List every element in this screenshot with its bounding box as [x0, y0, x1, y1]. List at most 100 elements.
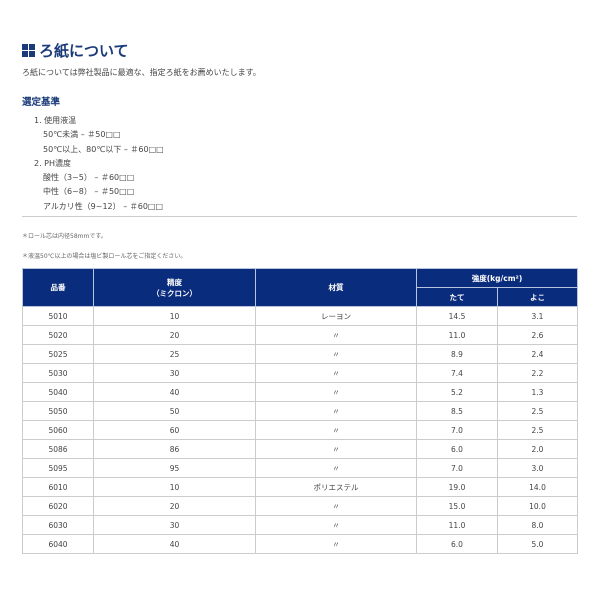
grid-bullet-icon: [22, 44, 35, 57]
cell-vertical: 11.0: [416, 325, 498, 345]
cell-horizontal: 3.1: [497, 306, 578, 326]
cell-precision: 20: [93, 496, 256, 516]
cell-vertical: 15.0: [416, 496, 498, 516]
criteria-head: 1. 使用液温: [34, 116, 77, 125]
cell-material: 〃: [255, 439, 417, 459]
cell-part: 5010: [22, 306, 94, 326]
cell-material: 〃: [255, 363, 417, 383]
cell-precision: 20: [93, 325, 256, 345]
cell-precision: 10: [93, 306, 256, 326]
cell-precision: 40: [93, 534, 256, 554]
cell-part: 6020: [22, 496, 94, 516]
criteria-head: 2. PH濃度: [34, 158, 72, 168]
cell-vertical: 7.0: [416, 458, 498, 478]
cell-material: 〃: [255, 344, 417, 364]
cell-horizontal: 2.5: [497, 401, 578, 421]
header-horizontal: よこ: [497, 287, 578, 307]
header-precision: 精度 （ミクロン）: [93, 268, 256, 307]
cell-part: 6040: [22, 534, 94, 554]
cell-material: レーヨン: [255, 306, 417, 326]
cell-horizontal: 2.4: [497, 344, 578, 364]
cell-vertical: 11.0: [416, 515, 498, 535]
table-row: 6040 40 〃 6.0 5.0: [22, 534, 578, 554]
cell-precision: 95: [93, 458, 256, 478]
cell-precision: 10: [93, 477, 256, 497]
cell-vertical: 7.4: [416, 363, 498, 383]
cell-vertical: 8.9: [416, 344, 498, 364]
cell-vertical: 8.5: [416, 401, 498, 421]
table-row: 5020 20 〃 11.0 2.6: [22, 325, 578, 345]
header-precision-unit: （ミクロン）: [152, 288, 197, 298]
table-row: 5086 86 〃 6.0 2.0: [22, 439, 578, 459]
criteria-item: 50℃以上、80℃以下 – ＃60□□: [43, 144, 164, 154]
cell-material: 〃: [255, 534, 417, 554]
criteria-item: 50℃未満 – ＃50□□: [43, 130, 121, 140]
cell-material: 〃: [255, 401, 417, 421]
cell-precision: 30: [93, 515, 256, 535]
cell-material: 〃: [255, 496, 417, 516]
cell-vertical: 19.0: [416, 477, 498, 497]
cell-material: 〃: [255, 458, 417, 478]
cell-horizontal: 1.3: [497, 382, 578, 402]
cell-part: 5040: [22, 382, 94, 402]
cell-horizontal: 5.0: [497, 534, 578, 554]
cell-precision: 60: [93, 420, 256, 440]
cell-vertical: 14.5: [416, 306, 498, 326]
cell-horizontal: 2.6: [497, 325, 578, 345]
header-material: 材質: [255, 268, 417, 307]
cell-material: 〃: [255, 382, 417, 402]
cell-part: 5050: [22, 401, 94, 421]
section-heading: 選定基準: [22, 97, 61, 108]
header-vertical: たて: [416, 287, 498, 307]
cell-horizontal: 8.0: [497, 515, 578, 535]
cell-part: 5095: [22, 458, 94, 478]
table-row: 6010 10 ポリエステル 19.0 14.0: [22, 477, 578, 497]
cell-vertical: 7.0: [416, 420, 498, 440]
header-strength: 強度(kg/cm²): [416, 268, 578, 288]
cell-horizontal: 2.0: [497, 439, 578, 459]
cell-part: 5086: [22, 439, 94, 459]
cell-material: ポリエステル: [255, 477, 417, 497]
page-title-text: ろ紙について: [39, 42, 129, 60]
cell-part: 6010: [22, 477, 94, 497]
table-row: 5030 30 〃 7.4 2.2: [22, 363, 578, 383]
cell-precision: 30: [93, 363, 256, 383]
table-row: 5095 95 〃 7.0 3.0: [22, 458, 578, 478]
cell-precision: 25: [93, 344, 256, 364]
criteria-item: アルカリ性（9~12） – ＃60□□: [43, 201, 164, 211]
cell-vertical: 6.0: [416, 534, 498, 554]
cell-horizontal: 10.0: [497, 496, 578, 516]
divider: [22, 216, 577, 217]
table-row: 5040 40 〃 5.2 1.3: [22, 382, 578, 402]
cell-horizontal: 14.0: [497, 477, 578, 497]
cell-vertical: 6.0: [416, 439, 498, 459]
table-row: 6020 20 〃 15.0 10.0: [22, 496, 578, 516]
cell-material: 〃: [255, 325, 417, 345]
cell-part: 5020: [22, 325, 94, 345]
cell-precision: 50: [93, 401, 256, 421]
cell-vertical: 5.2: [416, 382, 498, 402]
cell-horizontal: 2.2: [497, 363, 578, 383]
table-row: 5010 10 レーヨン 14.5 3.1: [22, 306, 578, 326]
page-title: ろ紙について: [22, 40, 129, 61]
cell-material: 〃: [255, 420, 417, 440]
cell-precision: 86: [93, 439, 256, 459]
cell-part: 5025: [22, 344, 94, 364]
table-row: 6030 30 〃 11.0 8.0: [22, 515, 578, 535]
cell-part: 5060: [22, 420, 94, 440]
table-row: 5050 50 〃 8.5 2.5: [22, 401, 578, 421]
note: ＊ロール芯は内径58mmです。: [22, 233, 107, 240]
cell-material: 〃: [255, 515, 417, 535]
header-precision-label: 精度: [167, 277, 182, 287]
cell-horizontal: 2.5: [497, 420, 578, 440]
criteria-list: 1. 使用液温 50℃未満 – ＃50□□ 50℃以上、80℃以下 – ＃60□…: [34, 114, 164, 214]
note: ＊液温50℃以上の場合は塩ビ製ロール芯をご指定ください。: [22, 253, 187, 260]
criteria-item: 中性（6~8） – ＃50□□: [43, 187, 135, 197]
table-row: 5025 25 〃 8.9 2.4: [22, 344, 578, 364]
cell-part: 5030: [22, 363, 94, 383]
intro-text: ろ紙については弊社製品に最適な、指定ろ紙をお薦めいたします。: [22, 68, 261, 77]
cell-part: 6030: [22, 515, 94, 535]
cell-precision: 40: [93, 382, 256, 402]
cell-horizontal: 3.0: [497, 458, 578, 478]
criteria-item: 酸性（3~5） – ＃60□□: [43, 173, 135, 183]
